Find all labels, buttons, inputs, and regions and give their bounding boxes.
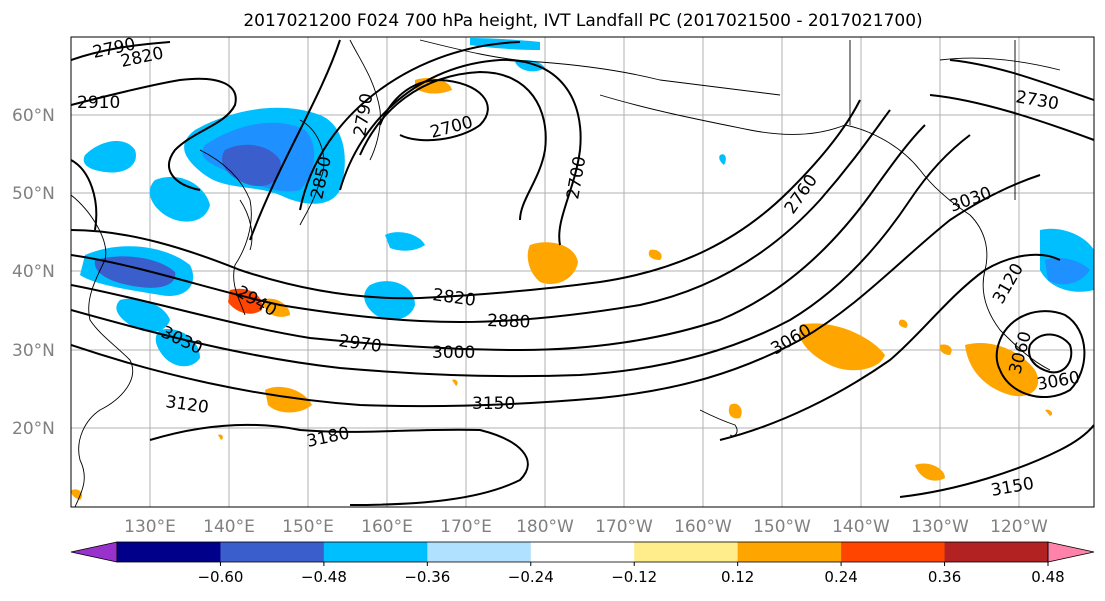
colorbar-bin	[1047, 541, 1095, 563]
colorbar-bin	[737, 542, 842, 562]
colorbar-tick-label: −0.24	[508, 568, 554, 586]
colorbar-tick-label: 0.48	[1031, 568, 1064, 586]
map-frame	[70, 36, 1095, 508]
coastlines	[71, 39, 1061, 507]
positive-ivt-shading	[71, 78, 1053, 500]
colorbar-tick-label: 0.36	[928, 568, 961, 586]
contour-label: 3000	[432, 343, 475, 363]
colorbar-bin	[427, 542, 532, 562]
colorbar-tick-label: 0.12	[721, 568, 754, 586]
negative-ivt-shading	[80, 38, 1094, 367]
lon-label: 180°W	[516, 517, 574, 537]
longitude-labels: 130°E 140°E 150°E 160°E 170°E 180°W 170°…	[124, 517, 1048, 537]
lat-label: 50°N	[12, 184, 55, 204]
lon-label: 130°W	[911, 517, 969, 537]
colorbar-bin	[117, 542, 221, 562]
colorbar-outline	[116, 541, 1049, 563]
contour-label: 3150	[472, 394, 515, 414]
colorbar-bin	[323, 542, 428, 562]
colorbar-tick-label: 0.24	[824, 568, 857, 586]
lat-label: 40°N	[12, 262, 55, 282]
height-contours	[71, 39, 1094, 506]
lon-label: 170°W	[595, 517, 653, 537]
lon-label: 140°W	[832, 517, 890, 537]
colorbar-tick-label: −0.48	[301, 568, 347, 586]
colorbar-bin	[634, 542, 739, 562]
colorbar-tick-label: −0.60	[197, 568, 243, 586]
contour-label: 2910	[77, 93, 120, 113]
colorbar	[70, 541, 1095, 563]
lon-label: 160°W	[674, 517, 732, 537]
lon-label: 160°E	[361, 517, 413, 537]
lon-label: 150°E	[282, 517, 334, 537]
lon-label: 170°E	[440, 517, 492, 537]
colorbar-tick-labels: −0.60 −0.48 −0.36 −0.24 −0.12 0.12 0.24 0.36 0.4…	[197, 562, 1065, 586]
lon-label: 150°W	[753, 517, 811, 537]
lon-label: 120°W	[990, 517, 1048, 537]
contour-label: 2880	[487, 311, 531, 332]
colorbar-bin	[944, 542, 1049, 562]
colorbar-bin	[220, 542, 325, 562]
lon-label: 140°E	[203, 517, 255, 537]
colorbar-bin	[70, 541, 118, 563]
lat-label: 20°N	[12, 419, 55, 439]
lat-label: 60°N	[12, 106, 55, 126]
colorbar-bin	[841, 542, 946, 562]
lat-label: 30°N	[12, 341, 55, 361]
latitude-labels: 60°N 50°N 40°N 30°N 20°N	[12, 106, 55, 439]
colorbar-tick-label: −0.12	[611, 568, 657, 586]
lon-label: 130°E	[124, 517, 176, 537]
figure-title: 2017021200 F024 700 hPa height, IVT Land…	[243, 11, 922, 31]
map-area	[71, 37, 1094, 507]
colorbar-tick-label: −0.36	[404, 568, 450, 586]
colorbar-bin	[530, 542, 635, 562]
